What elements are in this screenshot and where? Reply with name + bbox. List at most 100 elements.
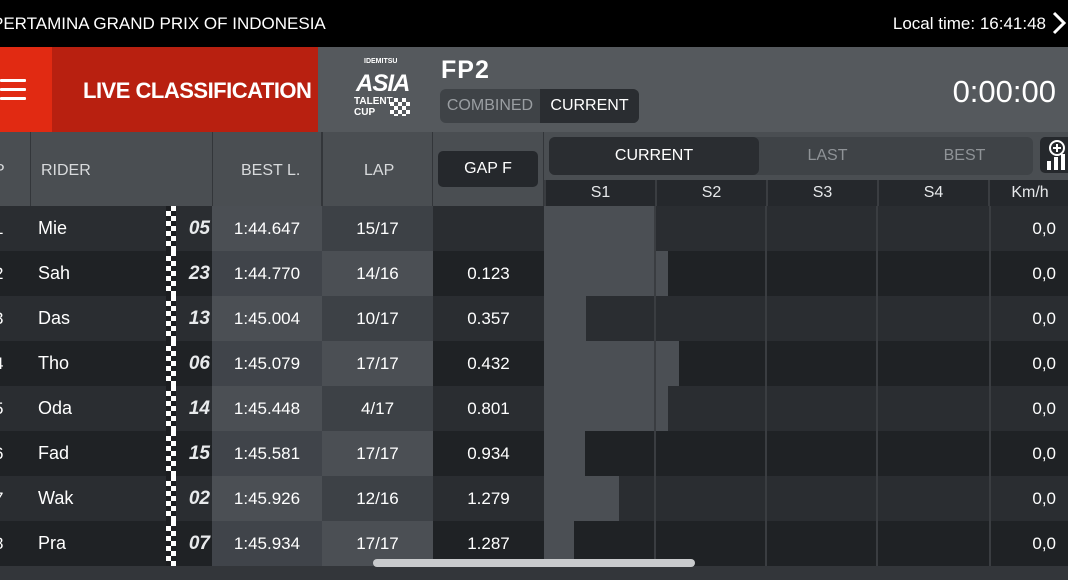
sector-mode-tabs: CURRENT LAST BEST bbox=[549, 137, 1033, 175]
gap-to-first: 1.287 bbox=[467, 534, 510, 553]
gap-to-first: 0.432 bbox=[467, 354, 510, 373]
speed-kmh: 0,0 bbox=[1032, 219, 1056, 238]
sector-divider bbox=[989, 521, 991, 566]
checkered-flag-icon bbox=[166, 521, 176, 566]
checkered-flag-icon bbox=[166, 206, 176, 251]
sector-tab-best[interactable]: BEST bbox=[943, 147, 986, 164]
sector-divider bbox=[876, 296, 878, 341]
rider-number: 06 bbox=[188, 353, 210, 374]
speed-kmh: 0,0 bbox=[1032, 444, 1056, 463]
checkered-flag-icon bbox=[166, 341, 176, 386]
sector-header-s1: S1 bbox=[544, 180, 655, 206]
column-header-lap: LAP bbox=[323, 132, 432, 206]
best-lap: 1:44.770 bbox=[212, 251, 322, 296]
sector-divider bbox=[654, 341, 656, 386]
sector-1-progress-bar bbox=[544, 386, 655, 431]
rider-number: 14 bbox=[188, 398, 210, 419]
column-header-rider: RIDER bbox=[31, 132, 212, 206]
sector-divider bbox=[989, 206, 991, 251]
sector-1-progress-bar bbox=[544, 296, 587, 341]
sector-divider bbox=[989, 341, 991, 386]
chevron-right-icon[interactable] bbox=[1052, 10, 1066, 36]
lap-count: 12/16 bbox=[322, 476, 433, 521]
sector-divider bbox=[989, 296, 991, 341]
section-title: LIVE CLASSIFICATION bbox=[83, 78, 312, 103]
tab-combined[interactable]: COMBINED bbox=[446, 97, 534, 114]
rider-name: Tho bbox=[38, 353, 70, 373]
rider-name: Das bbox=[38, 308, 71, 328]
sector-progress bbox=[544, 386, 991, 431]
local-time-label: Local time: bbox=[892, 14, 976, 33]
sector-header-s4: S4 bbox=[877, 180, 988, 206]
local-time: Local time: 16:41:48 bbox=[893, 14, 1046, 34]
column-header-pos: P bbox=[0, 132, 30, 206]
position: 1 bbox=[0, 206, 14, 251]
rider-name: Oda bbox=[38, 398, 73, 418]
sector-1-progress-bar bbox=[544, 476, 620, 521]
sector-divider bbox=[989, 476, 991, 521]
position: 2 bbox=[0, 251, 14, 296]
sector-divider bbox=[876, 521, 878, 566]
sector-tab-current[interactable]: CURRENT bbox=[549, 137, 759, 175]
lap-count: 4/17 bbox=[322, 386, 433, 431]
top-bar: PERTAMINA GRAND PRIX OF INDONESIA Local … bbox=[0, 0, 1068, 47]
add-chart-icon[interactable] bbox=[1040, 137, 1068, 173]
position: 4 bbox=[0, 341, 14, 386]
sector-divider bbox=[989, 251, 991, 296]
rider-number: 13 bbox=[188, 308, 210, 329]
gap-first-button[interactable]: GAP F bbox=[438, 151, 538, 187]
tab-current[interactable]: CURRENT bbox=[540, 89, 639, 123]
best-lap: 1:44.647 bbox=[212, 206, 322, 251]
sector-header-s3: S3 bbox=[766, 180, 877, 206]
sector-divider bbox=[654, 251, 656, 296]
sector-2-progress-bar bbox=[655, 251, 669, 296]
home-indicator[interactable] bbox=[373, 559, 695, 567]
sector-1-progress-bar bbox=[544, 521, 574, 566]
speed-kmh: 0,0 bbox=[1032, 264, 1056, 283]
sector-divider bbox=[876, 386, 878, 431]
sector-tab-last[interactable]: LAST bbox=[807, 147, 848, 164]
sector-2-progress-bar bbox=[655, 386, 669, 431]
best-lap: 1:45.926 bbox=[212, 476, 322, 521]
sector-divider bbox=[765, 521, 767, 566]
checkered-flag-icon bbox=[166, 251, 176, 296]
checkered-flag-icon bbox=[166, 296, 176, 341]
rider-name: Mie bbox=[38, 218, 68, 238]
rider-number: 15 bbox=[188, 443, 210, 464]
lap-count: 10/17 bbox=[322, 296, 433, 341]
sector-divider bbox=[876, 341, 878, 386]
gap-to-first: 0.123 bbox=[467, 264, 510, 283]
gap-to-first: 0.357 bbox=[467, 309, 510, 328]
live-classification-banner bbox=[52, 47, 318, 132]
sector-header-s2: S2 bbox=[655, 180, 766, 206]
hamburger-menu-icon[interactable] bbox=[0, 79, 26, 100]
gap-to-first bbox=[433, 206, 544, 251]
sector-progress bbox=[544, 521, 991, 566]
sector-divider bbox=[876, 476, 878, 521]
asia-talent-cup-logo: IDEMITSU ASIA TALENT CUP bbox=[354, 58, 410, 118]
best-lap: 1:45.581 bbox=[212, 431, 322, 476]
sector-1-progress-bar bbox=[544, 206, 655, 251]
sector-1-progress-bar bbox=[544, 431, 586, 476]
gap-to-first: 0.934 bbox=[467, 444, 510, 463]
sector-divider bbox=[765, 386, 767, 431]
best-lap: 1:45.004 bbox=[212, 296, 322, 341]
sector-divider bbox=[654, 476, 656, 521]
rider-number: 23 bbox=[188, 263, 210, 284]
sector-divider bbox=[654, 206, 656, 251]
sector-divider bbox=[654, 431, 656, 476]
checkered-flag-icon bbox=[166, 386, 176, 431]
best-lap: 1:45.448 bbox=[212, 386, 322, 431]
gap-to-first: 0.801 bbox=[467, 399, 510, 418]
sector-divider bbox=[876, 431, 878, 476]
sector-1-progress-bar bbox=[544, 251, 655, 296]
sector-divider bbox=[765, 251, 767, 296]
